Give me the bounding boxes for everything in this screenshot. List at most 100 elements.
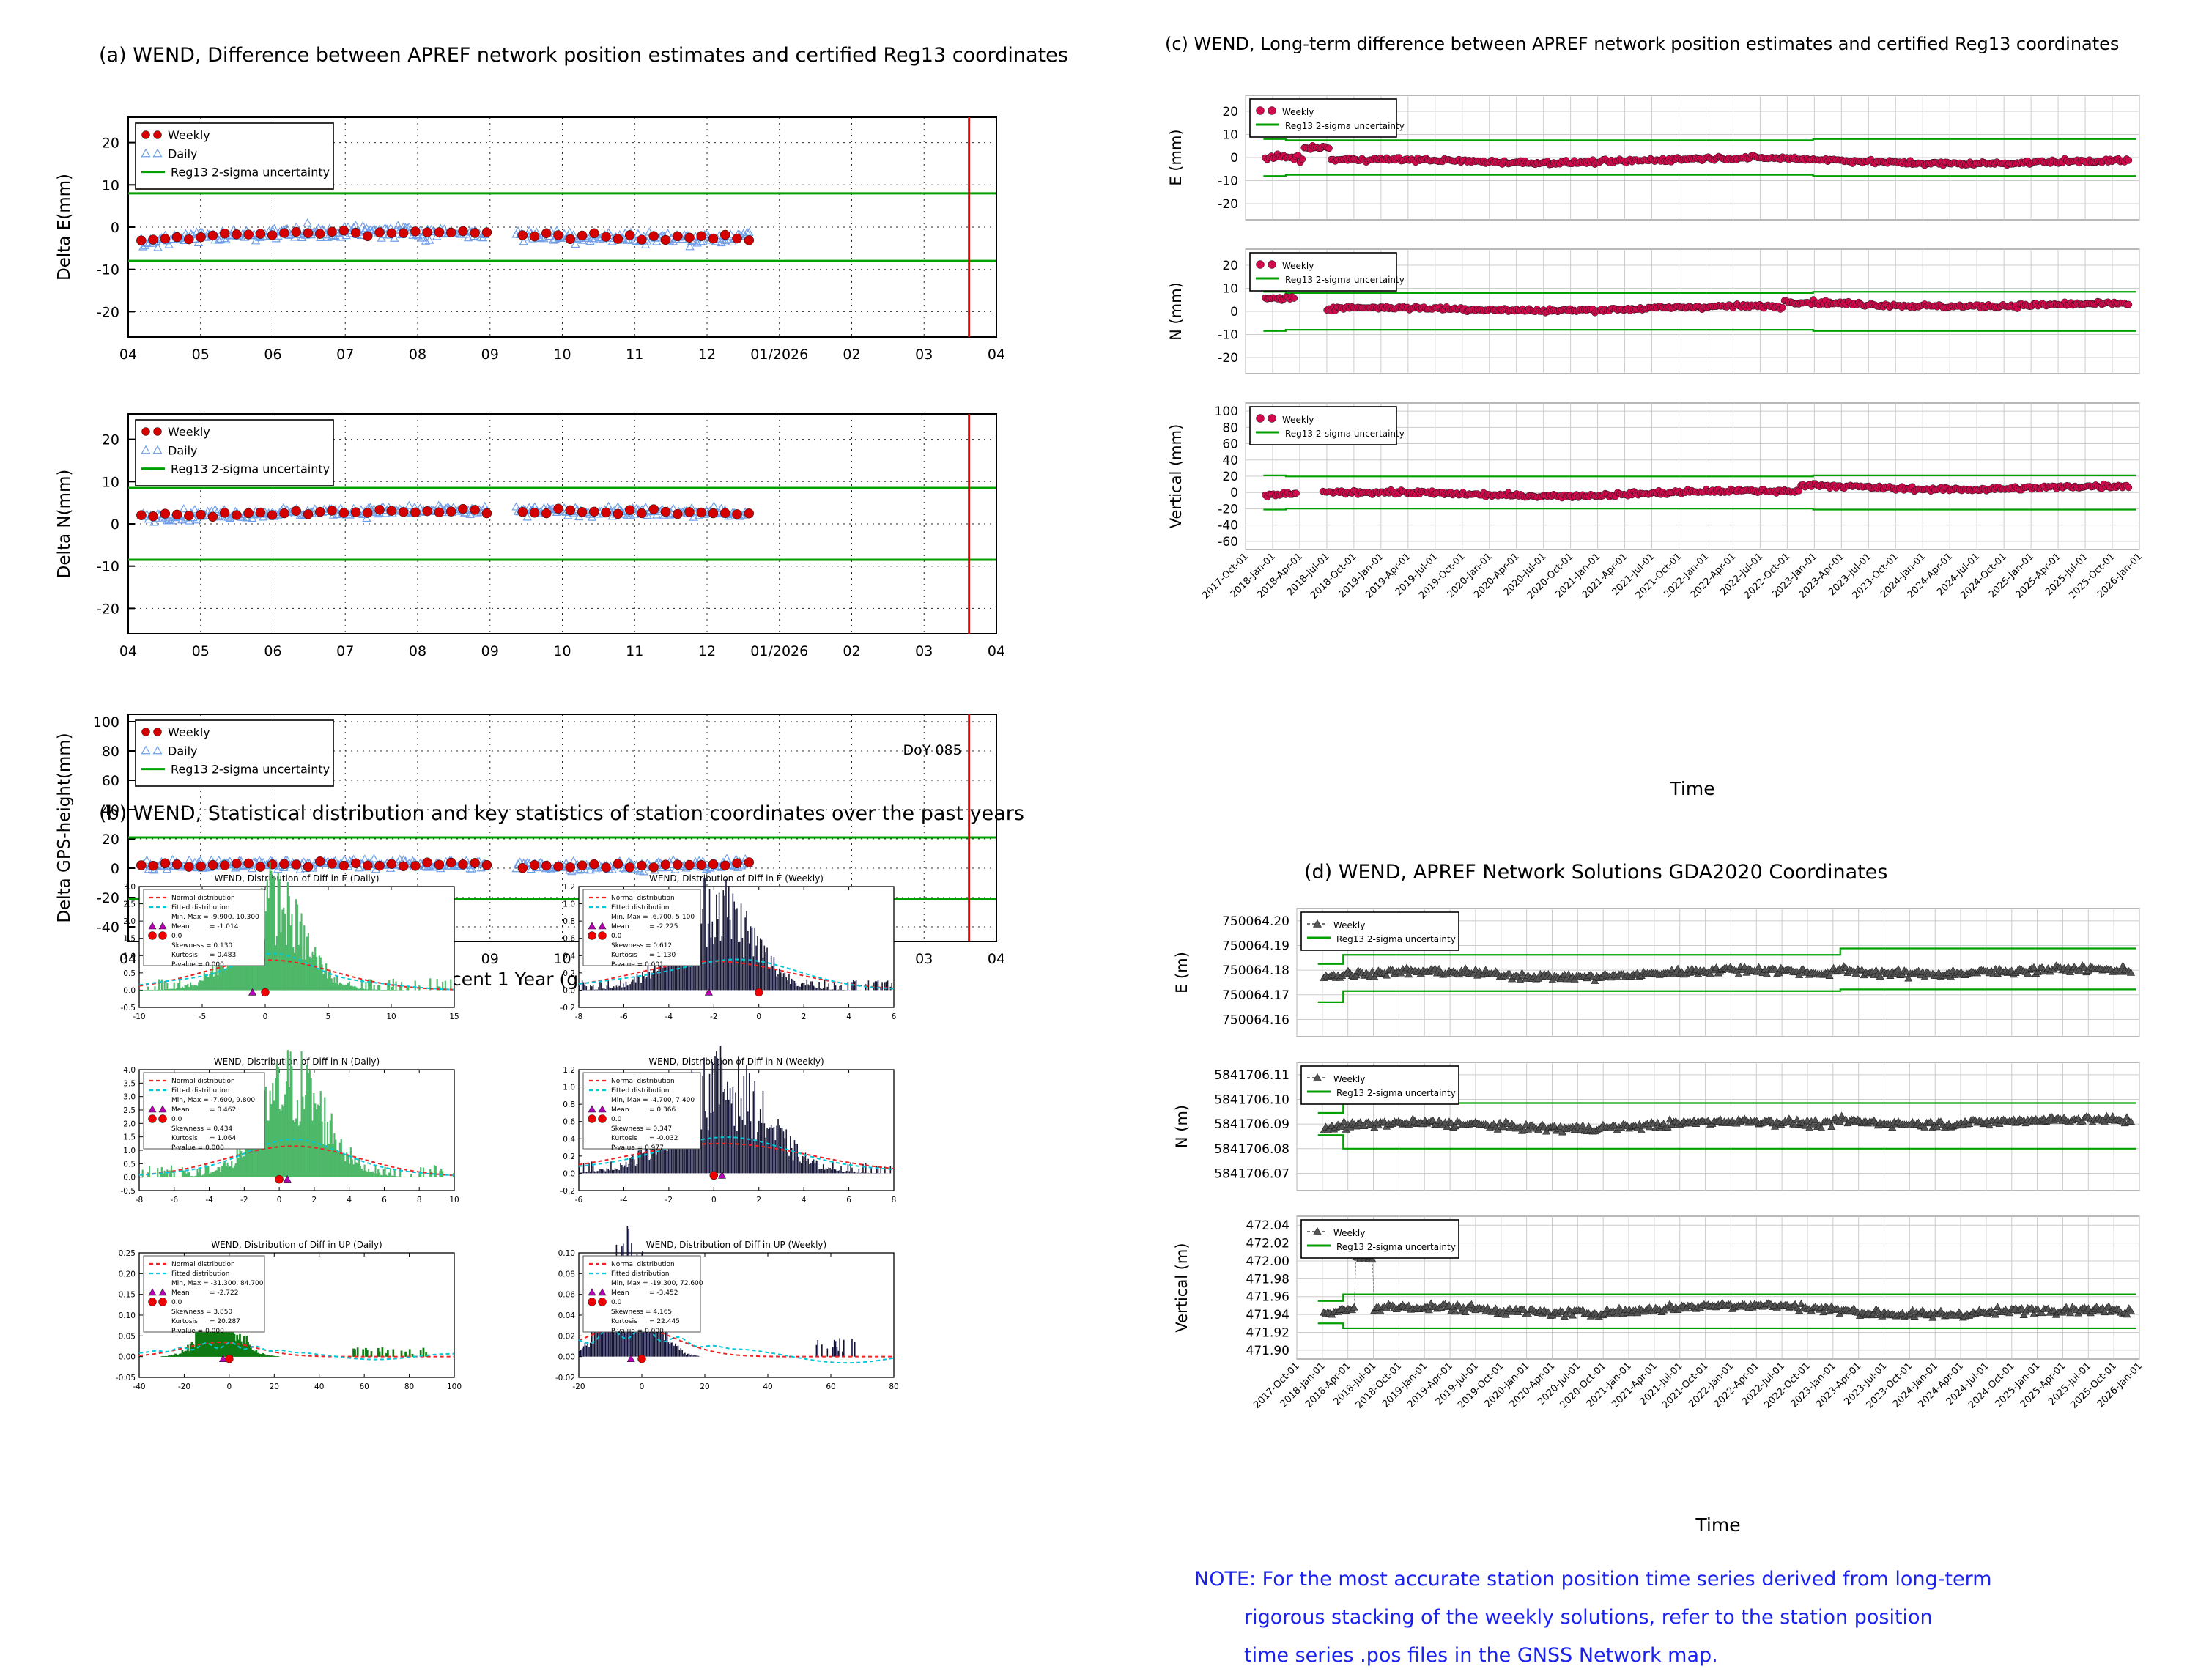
- note-line-2: rigorous stacking of the weekly solution…: [1244, 1606, 1933, 1629]
- svg-text:0.0: 0.0: [611, 1299, 622, 1306]
- svg-text:0.25: 0.25: [119, 1249, 136, 1258]
- svg-text:5841706.11: 5841706.11: [1214, 1068, 1289, 1083]
- svg-text:6: 6: [846, 1196, 851, 1205]
- svg-text:0.00: 0.00: [558, 1353, 575, 1362]
- svg-text:750064.19: 750064.19: [1222, 939, 1289, 953]
- svg-text:0: 0: [111, 517, 119, 533]
- svg-text:5841706.07: 5841706.07: [1214, 1166, 1289, 1181]
- svg-text:471.92: 471.92: [1246, 1325, 1289, 1340]
- svg-text:Daily: Daily: [168, 147, 197, 160]
- svg-text:02: 02: [843, 643, 860, 659]
- svg-text:0.2: 0.2: [563, 1152, 575, 1161]
- svg-text:= 0.366: = 0.366: [649, 1106, 676, 1114]
- svg-text:-0.02: -0.02: [555, 1374, 575, 1383]
- svg-text:= 22.445: = 22.445: [649, 1318, 680, 1325]
- svg-text:80: 80: [102, 744, 119, 760]
- hist-title-5: WEND, Distribution of Diff in UP (Weekly…: [646, 1240, 826, 1250]
- svg-text:-0.05: -0.05: [116, 1374, 136, 1383]
- svg-text:60: 60: [826, 1383, 835, 1391]
- svg-text:Skewness = 0.347: Skewness = 0.347: [611, 1125, 672, 1133]
- svg-text:8: 8: [417, 1196, 422, 1205]
- hist-title-2: WEND, Distribution of Diff in N (Daily): [214, 1057, 380, 1067]
- svg-text:Fitted distribution: Fitted distribution: [611, 1270, 669, 1278]
- svg-text:1.5: 1.5: [123, 1133, 136, 1142]
- svg-text:10: 10: [553, 347, 571, 363]
- svg-text:P-value = 0.001: P-value = 0.001: [611, 961, 664, 969]
- svg-text:20: 20: [102, 432, 119, 448]
- svg-text:Weekly: Weekly: [1282, 107, 1314, 117]
- svg-text:= -2.225: = -2.225: [649, 923, 678, 930]
- svg-text:40: 40: [763, 1383, 772, 1391]
- panel-c-ylabel-0: E (mm): [1167, 129, 1185, 185]
- svg-text:Daily: Daily: [168, 744, 197, 758]
- svg-text:20: 20: [1222, 470, 1238, 484]
- panel-c-title: (c) WEND, Long-term difference between A…: [1165, 34, 2120, 54]
- svg-text:80: 80: [404, 1383, 414, 1391]
- svg-text:4: 4: [802, 1196, 807, 1205]
- svg-text:8: 8: [892, 1196, 897, 1205]
- svg-text:Mean: Mean: [171, 1106, 190, 1114]
- svg-text:Skewness = 4.165: Skewness = 4.165: [611, 1309, 672, 1316]
- svg-text:Normal distribution: Normal distribution: [171, 1261, 235, 1268]
- svg-text:12: 12: [698, 347, 716, 363]
- svg-text:-20: -20: [1218, 351, 1238, 366]
- svg-text:5841706.10: 5841706.10: [1214, 1092, 1289, 1107]
- svg-text:0.10: 0.10: [558, 1249, 575, 1258]
- svg-text:-4: -4: [620, 1196, 628, 1205]
- svg-text:12: 12: [698, 643, 716, 659]
- svg-text:1.0: 1.0: [123, 952, 136, 961]
- panel-a-chart: 04 05 06 07 08 09 10 11 12 01/2026 02 03 04 20 10 0 -10-…: [0, 70, 1062, 990]
- svg-text:Reg13 2-sigma uncertainty: Reg13 2-sigma uncertainty: [1336, 1088, 1456, 1098]
- svg-text:Weekly: Weekly: [1333, 920, 1365, 930]
- hist-title-3: WEND, Distribution of Diff in N (Weekly): [648, 1057, 824, 1067]
- svg-text:10: 10: [449, 1196, 459, 1205]
- svg-text:1.0: 1.0: [563, 900, 575, 909]
- svg-text:Reg13 2-sigma uncertainty: Reg13 2-sigma uncertainty: [171, 763, 330, 777]
- svg-text:-60: -60: [1218, 535, 1238, 549]
- svg-text:Weekly: Weekly: [1333, 1228, 1365, 1238]
- svg-text:-10: -10: [133, 1013, 145, 1021]
- svg-text:0.8: 0.8: [563, 1100, 575, 1109]
- svg-text:Normal distribution: Normal distribution: [611, 895, 675, 902]
- svg-text:-4: -4: [205, 1196, 213, 1205]
- svg-text:-5: -5: [199, 1013, 206, 1021]
- svg-text:750064.17: 750064.17: [1222, 988, 1289, 1003]
- svg-text:0.06: 0.06: [558, 1291, 576, 1300]
- svg-text:01/2026: 01/2026: [750, 643, 808, 659]
- svg-text:04: 04: [988, 347, 1005, 363]
- svg-text:07: 07: [336, 643, 354, 659]
- svg-text:0: 0: [111, 861, 119, 877]
- svg-text:-10: -10: [97, 262, 119, 278]
- svg-text:-40: -40: [1218, 519, 1238, 533]
- svg-text:= 1.064: = 1.064: [210, 1135, 236, 1142]
- svg-text:10: 10: [553, 951, 571, 967]
- svg-text:0: 0: [263, 1013, 268, 1021]
- svg-text:-8: -8: [575, 1013, 582, 1021]
- panel-c-xlabel: Time: [1669, 778, 1714, 799]
- svg-text:15: 15: [449, 1013, 459, 1021]
- svg-text:0: 0: [1230, 305, 1238, 319]
- svg-text:P-value = 0.000: P-value = 0.000: [611, 1328, 664, 1335]
- svg-text:4.0: 4.0: [123, 1066, 136, 1075]
- svg-text:0: 0: [711, 1196, 717, 1205]
- svg-text:Mean: Mean: [611, 1106, 629, 1114]
- svg-text:20: 20: [1222, 105, 1238, 119]
- svg-text:06: 06: [264, 643, 281, 659]
- panel-a-ylabel-0: Delta E(mm): [55, 174, 74, 281]
- svg-text:0.4: 0.4: [563, 952, 575, 961]
- svg-text:0: 0: [227, 1383, 232, 1391]
- svg-text:Weekly: Weekly: [168, 725, 210, 739]
- svg-text:= 1.130: = 1.130: [649, 952, 676, 959]
- svg-text:= 20.287: = 20.287: [210, 1318, 240, 1325]
- svg-text:Min, Max = -19.300, 72.600: Min, Max = -19.300, 72.600: [611, 1280, 703, 1287]
- svg-text:Kurtosis: Kurtosis: [611, 1318, 637, 1325]
- svg-text:Weekly: Weekly: [1282, 415, 1314, 425]
- svg-text:6: 6: [892, 1013, 897, 1021]
- svg-text:04: 04: [119, 951, 137, 967]
- svg-text:Normal distribution: Normal distribution: [611, 1078, 675, 1085]
- svg-text:0.10: 0.10: [119, 1311, 136, 1320]
- svg-text:5841706.08: 5841706.08: [1214, 1142, 1289, 1157]
- svg-text:472.02: 472.02: [1246, 1237, 1289, 1251]
- svg-text:0.4: 0.4: [563, 1135, 575, 1144]
- svg-text:Fitted distribution: Fitted distribution: [611, 1087, 669, 1095]
